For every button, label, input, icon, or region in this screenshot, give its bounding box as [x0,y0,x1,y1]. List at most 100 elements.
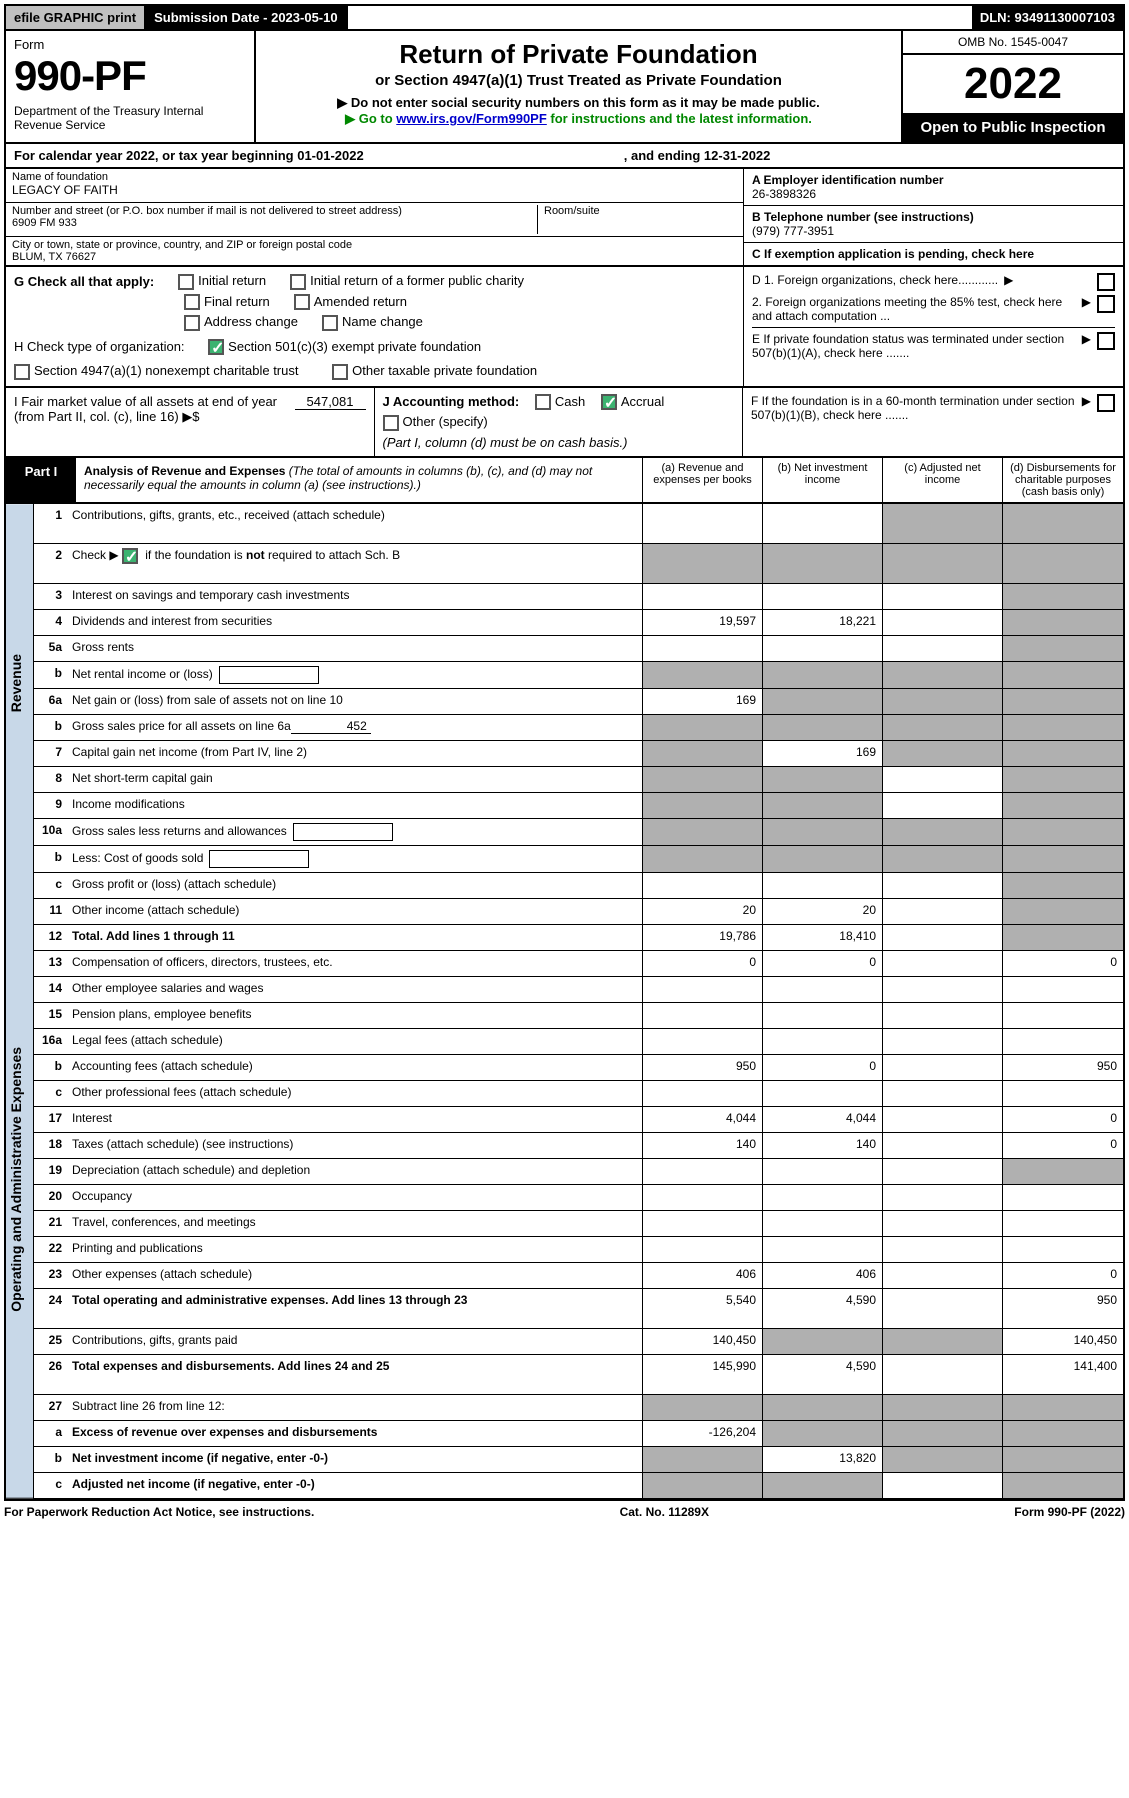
table-cell [883,1421,1003,1446]
city-state-zip: BLUM, TX 76627 [12,251,737,263]
table-cell: 5,540 [643,1289,763,1328]
foundation-name-cell: Name of foundation LEGACY OF FAITH [6,169,743,203]
amended-return-checkbox[interactable] [294,294,310,310]
accrual-checkbox[interactable] [601,394,617,410]
table-cell [1003,977,1123,1002]
table-cell [763,846,883,872]
e-checkbox[interactable] [1097,332,1115,350]
table-cell [1003,504,1123,543]
row-number: 25 [34,1329,68,1354]
form-number-block: Form 990-PF Department of the Treasury I… [6,31,256,142]
table-cell [883,1055,1003,1080]
row-description: Travel, conferences, and meetings [68,1211,643,1236]
i-fmv-cell: I Fair market value of all assets at end… [6,388,375,456]
row-description: Interest [68,1107,643,1132]
g-row1: G Check all that apply: Initial return I… [14,273,735,290]
table-cell [643,715,763,740]
cat-number: Cat. No. 11289X [620,1505,709,1519]
table-cell: 140 [643,1133,763,1158]
row-number: b [34,715,68,740]
street-address: 6909 FM 933 [12,217,537,229]
table-cell [883,925,1003,950]
table-cell [883,846,1003,872]
ij-block: I Fair market value of all assets at end… [4,388,1125,458]
table-cell: 0 [1003,1133,1123,1158]
open-to-public: Open to Public Inspection [903,113,1123,142]
table-cell [1003,1185,1123,1210]
table-cell [643,1081,763,1106]
table-cell [883,1289,1003,1328]
row-number: 23 [34,1263,68,1288]
table-cell [1003,1421,1123,1446]
address-change-checkbox[interactable] [184,315,200,331]
table-cell [883,1003,1003,1028]
d1-checkbox[interactable] [1097,273,1115,291]
table-cell [883,1211,1003,1236]
row-number: 8 [34,767,68,792]
f-checkbox[interactable] [1097,394,1115,412]
row-number: b [34,662,68,688]
row-description: Net investment income (if negative, ente… [68,1447,643,1472]
table-cell [763,504,883,543]
d2-checkbox[interactable] [1097,295,1115,313]
row-number: b [34,1055,68,1080]
ein-value: 26-3898326 [752,187,816,201]
row-number: 5a [34,636,68,661]
table-cell [643,1395,763,1420]
irs-link[interactable]: www.irs.gov/Form990PF [396,111,547,126]
col-a-header: (a) Revenue and expenses per books [643,458,763,502]
table-cell [1003,1081,1123,1106]
row-number: 15 [34,1003,68,1028]
table-row: 11Other income (attach schedule)2020 [34,899,1123,925]
form-header: Form 990-PF Department of the Treasury I… [4,31,1125,144]
initial-return-checkbox[interactable] [178,274,194,290]
row-number: 4 [34,610,68,635]
table-row: 12Total. Add lines 1 through 1119,78618,… [34,925,1123,951]
revenue-side-label: Revenue [6,504,33,861]
h-row: H Check type of organization: Section 50… [14,339,735,356]
d1-row: D 1. Foreign organizations, check here..… [752,273,1115,291]
row-description: Subtract line 26 from line 12: [68,1395,643,1420]
table-cell [763,689,883,714]
schb-checkbox[interactable] [122,548,138,564]
table-cell [763,662,883,688]
final-return-checkbox[interactable] [184,294,200,310]
table-cell [1003,925,1123,950]
cash-checkbox[interactable] [535,394,551,410]
other-method-checkbox[interactable] [383,415,399,431]
table-cell: 145,990 [643,1355,763,1394]
table-row: 25Contributions, gifts, grants paid140,4… [34,1329,1123,1355]
other-taxable-checkbox[interactable] [332,364,348,380]
row-number: c [34,1081,68,1106]
table-cell [883,1329,1003,1354]
efile-print-label[interactable]: efile GRAPHIC print [6,6,146,29]
table-row: bGross sales price for all assets on lin… [34,715,1123,741]
table-row: 4Dividends and interest from securities1… [34,610,1123,636]
row-number: 17 [34,1107,68,1132]
row-number: 16a [34,1029,68,1054]
part1-label: Part I [6,458,76,502]
row-description: Other employee salaries and wages [68,977,643,1002]
table-cell: 950 [1003,1055,1123,1080]
form-number: 990-PF [14,52,246,100]
row-description: Gross sales less returns and allowances [68,819,643,845]
row-description: Net rental income or (loss) [68,662,643,688]
phone-value: (979) 777-3951 [752,224,834,238]
table-cell [1003,846,1123,872]
calendar-year-row: For calendar year 2022, or tax year begi… [4,144,1125,169]
table-cell: 140 [763,1133,883,1158]
row-description: Contributions, gifts, grants, etc., rece… [68,504,643,543]
inline-box [293,823,393,841]
form-title: Return of Private Foundation [264,39,893,70]
table-cell [763,1211,883,1236]
initial-former-checkbox[interactable] [290,274,306,290]
4947-checkbox[interactable] [14,364,30,380]
row-number: b [34,846,68,872]
table-cell [643,977,763,1002]
table-cell [883,1133,1003,1158]
row-number: 6a [34,689,68,714]
row-description: Depreciation (attach schedule) and deple… [68,1159,643,1184]
col-b-header: (b) Net investment income [763,458,883,502]
name-change-checkbox[interactable] [322,315,338,331]
501c3-checkbox[interactable] [208,339,224,355]
